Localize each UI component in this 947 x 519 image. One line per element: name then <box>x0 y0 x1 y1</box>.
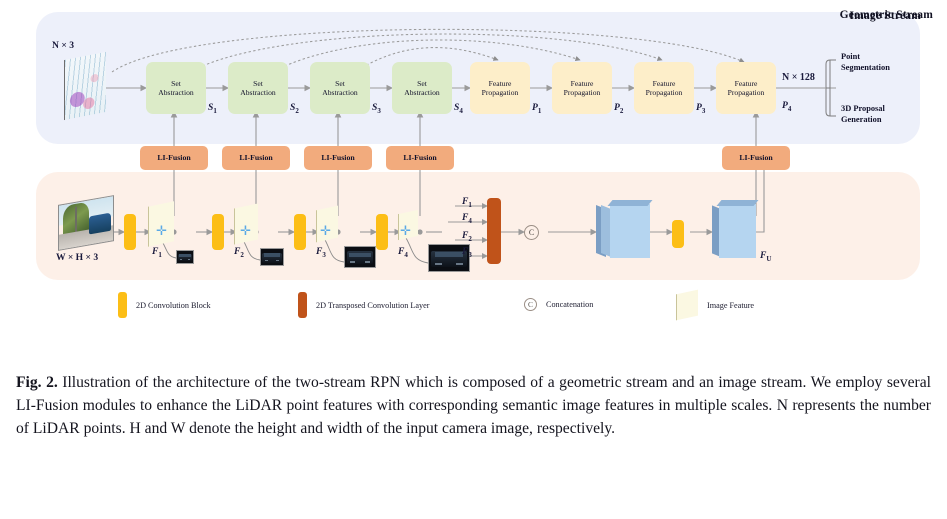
set-abstraction-output-label-1: S1 <box>208 102 217 115</box>
figure-number: Fig. 2. <box>16 374 58 391</box>
head-line2: Segmentation <box>841 62 890 72</box>
conv-block-1[interactable] <box>124 214 136 250</box>
car-crop-thumbnail-4 <box>428 244 470 272</box>
lidar-input-dim-label: N × 3 <box>52 40 74 51</box>
legend-item-transposed-conv: 2D Transposed Convolution Layer <box>298 292 430 318</box>
conv-block-swatch <box>118 292 127 318</box>
block-line2: Abstraction <box>322 88 358 97</box>
block-line1: Feature <box>570 78 594 88</box>
concat-symbol: C <box>528 228 535 237</box>
block-line1: Set <box>253 78 263 88</box>
feature-propagation-output-label-4: P4 <box>782 100 792 113</box>
conv-block-3[interactable] <box>294 214 306 250</box>
figure-caption: Fig. 2. Illustration of the architecture… <box>16 372 931 441</box>
image-feature-label-2: F2 <box>234 246 244 259</box>
set-abstraction-block-1[interactable]: Set Abstraction <box>146 62 206 114</box>
legend-item-concatenation: C Concatenation <box>524 298 593 311</box>
set-abstraction-block-3[interactable]: Set Abstraction <box>310 62 370 114</box>
li-fusion-block-3[interactable]: LI-Fusion <box>304 146 372 170</box>
feature-propagation-output-label-2: P2 <box>614 102 624 115</box>
head-3d-proposal-generation: 3D Proposal Generation <box>841 104 885 125</box>
li-fusion-block-4[interactable]: LI-Fusion <box>386 146 454 170</box>
final-feature-label: FU <box>760 250 772 263</box>
block-line1: Feature <box>652 78 676 88</box>
block-line1: Set <box>417 78 427 88</box>
block-line1: Set <box>171 78 181 88</box>
plus-icon-2: ✛ <box>240 223 251 238</box>
head-line2: Generation <box>841 114 882 124</box>
block-line2: Abstraction <box>404 88 440 97</box>
caption-text: Illustration of the architecture of the … <box>16 374 931 437</box>
tconv-input-label-1: F1 <box>462 196 472 209</box>
image-feature-swatch <box>676 289 698 321</box>
feature-propagation-output-label-1: P1 <box>532 102 542 115</box>
block-line2: Propagation <box>645 88 683 97</box>
set-abstraction-output-label-4: S4 <box>454 102 463 115</box>
set-abstraction-output-label-3: S3 <box>372 102 381 115</box>
legend-label: 2D Transposed Convolution Layer <box>316 300 430 310</box>
image-stream-title: Image Stream <box>849 10 921 22</box>
legend-item-image-feature: Image Feature <box>676 289 755 321</box>
block-line2: Propagation <box>563 88 601 97</box>
legend-label: 2D Convolution Block <box>136 300 211 310</box>
plus-icon-1: ✛ <box>156 223 167 238</box>
feature-map-stack <box>596 200 653 258</box>
image-feature-label-3: F3 <box>316 246 326 259</box>
set-abstraction-block-4[interactable]: Set Abstraction <box>392 62 452 114</box>
block-line2: Abstraction <box>158 88 194 97</box>
feature-propagation-block-2[interactable]: Feature Propagation <box>552 62 612 114</box>
block-line2: Propagation <box>481 88 519 97</box>
block-line2: Abstraction <box>240 88 276 97</box>
conv-block-5[interactable] <box>672 220 684 248</box>
head-point-segmentation: Point Segmentation <box>841 52 890 73</box>
feature-propagation-block-4[interactable]: Feature Propagation <box>716 62 776 114</box>
lidar-point-cloud-thumbnail <box>64 51 106 121</box>
block-line1: Set <box>335 78 345 88</box>
concatenation-swatch: C <box>524 298 537 311</box>
head-line1: Point <box>841 52 861 61</box>
concatenation-icon: C <box>524 225 539 240</box>
concat-symbol: C <box>527 300 533 309</box>
image-input-dim-label: W × H × 3 <box>56 252 99 263</box>
image-feature-label-4: F4 <box>398 246 408 259</box>
legend-label: Image Feature <box>707 300 755 310</box>
legend: 2D Convolution Block 2D Transposed Convo… <box>36 288 920 326</box>
li-fusion-block-1[interactable]: LI-Fusion <box>140 146 208 170</box>
image-feature-label-1: F1 <box>152 246 162 259</box>
feature-propagation-block-3[interactable]: Feature Propagation <box>634 62 694 114</box>
conv-block-2[interactable] <box>212 214 224 250</box>
legend-label: Concatenation <box>546 300 594 309</box>
li-fusion-block-5[interactable]: LI-Fusion <box>722 146 790 170</box>
final-feature-map <box>712 200 759 258</box>
tconv-input-label-2: F4 <box>462 212 472 225</box>
block-line1: Feature <box>488 78 512 88</box>
transposed-conv-layer[interactable] <box>487 198 501 264</box>
tconv-input-label-3: F2 <box>462 230 472 243</box>
block-line2: Propagation <box>727 88 765 97</box>
conv-block-4[interactable] <box>376 214 388 250</box>
set-abstraction-output-label-2: S2 <box>290 102 299 115</box>
feature-propagation-output-label-3: P3 <box>696 102 706 115</box>
head-line1: 3D Proposal <box>841 104 885 113</box>
plus-icon-4: ✛ <box>400 223 411 238</box>
plus-icon-3: ✛ <box>320 223 331 238</box>
li-fusion-block-2[interactable]: LI-Fusion <box>222 146 290 170</box>
geometric-output-dim-label: N × 128 <box>782 72 815 83</box>
block-line1: Feature <box>734 78 758 88</box>
car-crop-thumbnail-3 <box>344 246 376 268</box>
transposed-conv-swatch <box>298 292 307 318</box>
car-crop-thumbnail-2 <box>260 248 284 266</box>
geometric-stream-title: Geometric Stream <box>839 9 933 21</box>
feature-propagation-block-1[interactable]: Feature Propagation <box>470 62 530 114</box>
set-abstraction-block-2[interactable]: Set Abstraction <box>228 62 288 114</box>
tconv-input-label-4: F3 <box>462 246 472 259</box>
figure-diagram: Geometric Stream N × 3 Set Abstraction S… <box>36 9 933 326</box>
car-crop-thumbnail-1 <box>176 250 194 264</box>
legend-item-conv-block: 2D Convolution Block <box>118 292 211 318</box>
